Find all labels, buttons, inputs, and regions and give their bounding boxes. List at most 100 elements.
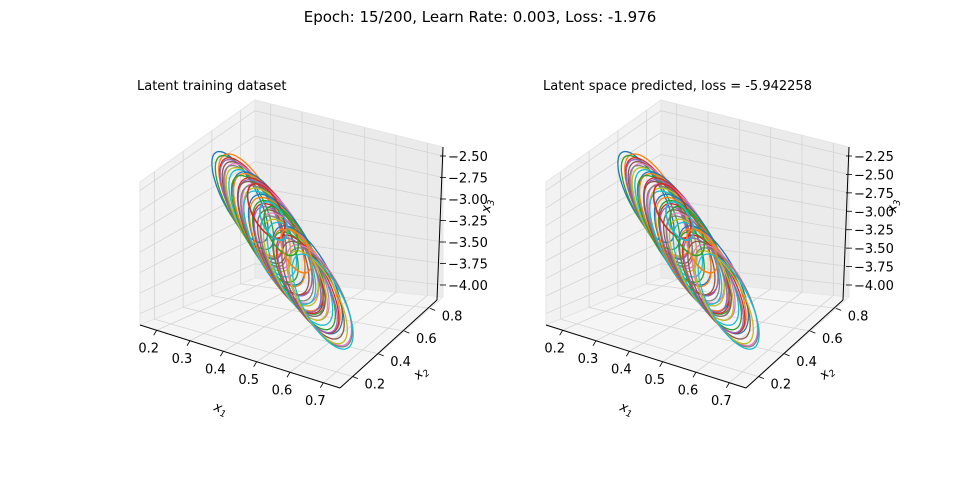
x-tick-mark — [725, 382, 730, 388]
z-axis-line — [842, 146, 850, 301]
axis-lines — [545, 146, 850, 389]
z-tick-label: −2.75 — [854, 187, 894, 202]
y-tick-mark — [378, 353, 384, 357]
x-tick-mark — [559, 330, 564, 336]
y-tick-mark — [404, 330, 410, 334]
grid-line-x — [562, 103, 678, 331]
z-tick-label: −2.75 — [448, 172, 488, 187]
y-tick-mark — [835, 308, 842, 311]
grid-line-z — [545, 263, 850, 314]
trajectory-line — [279, 228, 313, 274]
z-tick-label: −3.25 — [854, 224, 894, 239]
subplot-latent-predicted: Latent space predicted, loss = -5.942258… — [543, 79, 903, 420]
grid-line-z — [545, 110, 850, 191]
grid-line-z — [139, 161, 444, 232]
y-axis-label: x2 — [816, 363, 838, 385]
y-tick-label: 0.4 — [390, 355, 411, 370]
x-tick-mark — [625, 351, 630, 357]
x-tick-label: 0.3 — [578, 352, 599, 367]
trajectory-line — [259, 200, 289, 242]
x-tick-labels: 0.2 0.3 0.4 0.5 0.6 0.7 — [138, 330, 326, 409]
grid-line-z — [545, 197, 850, 262]
grid-line-x — [323, 143, 428, 384]
y-tick-label: 0.8 — [848, 309, 869, 324]
y-tick-mark — [784, 353, 790, 357]
y-tick-label: 0.8 — [442, 309, 463, 324]
x-tick-mark — [153, 330, 158, 336]
x-tick-label: 0.3 — [172, 352, 193, 367]
grid-line-y — [182, 151, 379, 355]
grid-line-x — [289, 135, 397, 373]
y-axis-label: x2 — [410, 363, 432, 385]
z-tick-label: −3.00 — [854, 205, 894, 220]
y-tick-label: 0.6 — [822, 332, 843, 347]
z-tick-label: −4.00 — [448, 279, 488, 294]
x-axis-label: x1 — [210, 399, 229, 420]
x-tick-mark — [253, 361, 258, 367]
grid-line-x — [256, 127, 366, 363]
axes-panes — [138, 99, 445, 389]
z-tick-label: −4.00 — [854, 279, 894, 294]
grid-line-z — [139, 186, 444, 253]
x-tick-label: 0.4 — [611, 362, 632, 377]
x-tick-mark — [592, 340, 597, 346]
x-tick-label: 0.7 — [711, 394, 732, 409]
y-axis-line — [745, 299, 844, 389]
grid-line-y — [559, 171, 759, 378]
z-tick-labels: −2.25 −2.50 −2.75 −3.00 −3.25 −3.50 −3.75 −4.00 — [846, 150, 894, 294]
y-tick-mark — [429, 308, 436, 311]
z-tick-label: −2.50 — [854, 168, 894, 183]
y-tick-label: 0.6 — [416, 332, 437, 347]
x-tick-labels: 0.2 0.3 0.4 0.5 0.6 0.7 — [544, 330, 732, 409]
x-tick-mark — [219, 351, 224, 357]
x-tick-label: 0.7 — [305, 394, 326, 409]
z-axis-line — [436, 146, 444, 301]
y-tick-labels: 0.2 0.4 0.6 0.8 — [352, 308, 463, 393]
trajectory-line — [291, 253, 354, 350]
x-tick-mark — [186, 340, 191, 346]
z-tick-label: −3.75 — [448, 258, 488, 273]
x-tick-label: 0.5 — [238, 373, 259, 388]
grid-line-z — [545, 132, 850, 209]
grid-line-x — [695, 135, 803, 373]
z-tick-label: −3.25 — [448, 215, 488, 230]
y-tick-label: 0.2 — [771, 378, 792, 393]
y-tick-labels: 0.2 0.4 0.6 0.8 — [758, 308, 869, 393]
grid-line-y — [153, 171, 353, 378]
grid-line-z — [139, 135, 444, 212]
z-tick-label: −3.00 — [448, 193, 488, 208]
grid-line-x — [662, 127, 772, 363]
axis-lines — [139, 146, 444, 389]
x-tick-mark — [286, 372, 291, 378]
z-tick-label: −2.50 — [448, 150, 488, 165]
x-tick-label: 0.6 — [272, 383, 293, 398]
x-tick-label: 0.6 — [678, 383, 699, 398]
x-axis-label: x1 — [616, 399, 635, 420]
z-tick-labels: −2.50 −2.75 −3.00 −3.25 −3.50 −3.75 −4.00 — [440, 150, 488, 294]
trajectory-line — [669, 205, 706, 257]
y-tick-label: 0.4 — [796, 355, 817, 370]
trajectory-line — [697, 253, 760, 350]
trajectory-curves — [617, 150, 760, 350]
subplot-latent-training: Latent training dataset 0.20.30.40.50.60… — [137, 79, 497, 420]
trajectory-line — [685, 228, 719, 274]
grid-line-x — [156, 103, 272, 331]
y-tick-mark — [810, 330, 816, 334]
x-tick-label: 0.4 — [205, 362, 226, 377]
x-tick-mark — [692, 372, 697, 378]
z-tick-label: −2.25 — [854, 150, 894, 165]
subplot-title: Latent space predicted, loss = -5.942258 — [543, 79, 812, 94]
axes-panes — [544, 99, 851, 389]
z-tick-label: −3.50 — [854, 242, 894, 257]
grid-line-y — [588, 151, 785, 355]
trajectory-curves — [211, 150, 354, 350]
x-tick-label: 0.5 — [644, 373, 665, 388]
x-tick-label: 0.2 — [544, 341, 565, 356]
subplot-title: Latent training dataset — [137, 79, 286, 94]
trajectory-line — [665, 200, 695, 242]
z-tick-label: −3.75 — [854, 261, 894, 276]
grid-line-x — [729, 143, 834, 384]
y-axis-line — [339, 299, 438, 389]
trajectory-line — [263, 205, 300, 257]
